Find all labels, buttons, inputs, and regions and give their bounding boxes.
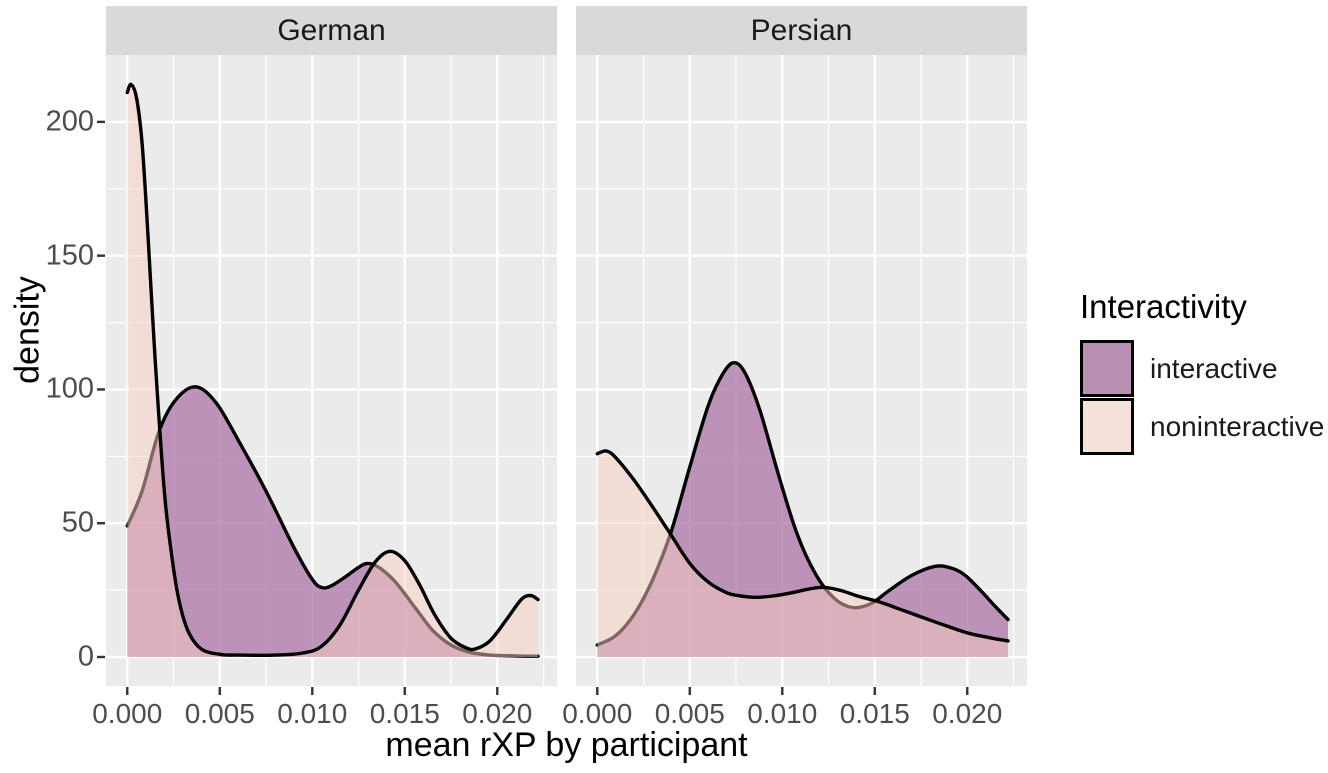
density-fill-noninteractive: [597, 450, 1008, 657]
facet-strip-label: Persian: [750, 13, 853, 47]
facet-strip-german: German: [106, 6, 557, 55]
legend: Interactivity interactive noninteractive: [1080, 288, 1324, 455]
legend-entry-noninteractive: noninteractive: [1080, 398, 1324, 455]
x-tick-label: 0.000: [92, 698, 163, 729]
legend-entry-interactive: interactive: [1080, 340, 1278, 397]
x-tick-label: 0.015: [369, 698, 440, 729]
x-tick-label: 0.000: [562, 698, 633, 729]
y-tick-label: 0: [77, 640, 94, 673]
x-tick-label: 0.020: [462, 698, 533, 729]
legend-title: Interactivity: [1080, 288, 1247, 325]
x-tick-label: 0.020: [932, 698, 1003, 729]
y-tick-label: 50: [61, 506, 94, 539]
density-line-interactive: [595, 360, 1010, 647]
density-line-noninteractive: [125, 82, 540, 658]
facet-strip-label: German: [277, 13, 386, 47]
facet-strip-persian: Persian: [576, 6, 1027, 55]
x-tick-label: 0.010: [277, 698, 348, 729]
density-line-noninteractive: [595, 449, 1010, 643]
x-axis-title: mean rXP by participant: [385, 726, 748, 764]
y-tick-label: 100: [45, 372, 94, 405]
legend-key-interactive-swatch: [1080, 340, 1134, 397]
x-tick-label: 0.015: [839, 698, 910, 729]
y-tick-label: 200: [45, 105, 94, 138]
density-fill-interactive: [127, 386, 539, 657]
y-tick-label: 150: [45, 239, 94, 272]
legend-label: noninteractive: [1150, 410, 1325, 442]
legend-label: interactive: [1150, 352, 1278, 384]
x-tick-label: 0.005: [184, 698, 255, 729]
y-axis-title: density: [8, 276, 47, 384]
x-tick-label: 0.005: [654, 698, 725, 729]
x-tick-label: 0.010: [747, 698, 818, 729]
legend-key-noninteractive-swatch: [1080, 398, 1134, 455]
density-fill-noninteractive: [127, 84, 539, 657]
